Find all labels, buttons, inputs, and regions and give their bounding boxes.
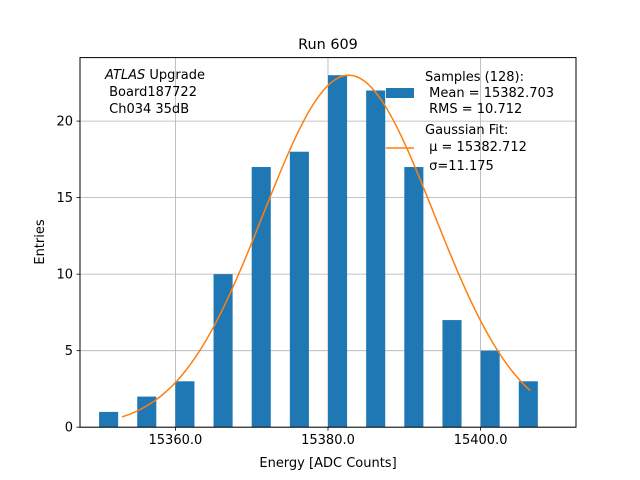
y-tick-label: 0 [65,421,73,436]
histogram-bar [175,381,195,428]
histogram-bar [404,167,424,428]
annotation-box: ATLAS Upgrade Board187722 Ch034 35dB [104,68,205,117]
legend-fit-label: Gaussian Fit: [425,123,508,138]
x-axis-ticks: 15360.0 15380.0 15400.0 [149,427,508,448]
annotation-upgrade: Upgrade [145,68,205,83]
annotation-channel: Ch034 35dB [105,102,189,117]
annotation-title: ATLAS Upgrade [104,68,205,83]
histogram-bar [480,350,500,428]
y-tick-label: 5 [65,344,73,359]
legend-samples-handle [386,88,414,98]
gaussian-fit [121,74,531,418]
legend-fit-mu: μ = 15382.712 [425,140,527,155]
histogram-bar [137,396,157,428]
histogram-bar [328,75,348,428]
histogram-bar [213,274,233,428]
legend-samples-label: Samples (128): [425,70,524,85]
histogram-bar [442,320,462,428]
x-tick-label: 15380.0 [301,433,355,448]
histogram-bar [289,151,309,428]
histogram-bar [251,167,271,428]
y-tick-label: 10 [56,268,73,283]
y-tick-label: 15 [56,191,73,206]
x-tick-label: 15360.0 [149,433,203,448]
x-axis-label: Energy [ADC Counts] [259,456,396,471]
annotation-atlas: ATLAS [104,68,145,83]
y-axis-label: Entries [33,219,48,265]
annotation-board: Board187722 [105,85,197,100]
y-tick-label: 20 [56,115,73,130]
y-axis-ticks: 0 5 10 15 20 [56,115,80,436]
legend-samples-rms: RMS = 10.712 [425,102,522,117]
x-tick-label: 15400.0 [454,433,508,448]
legend-fit-sigma: σ=11.175 [425,159,494,174]
histogram-bar [518,381,538,428]
histogram-bars [99,75,538,428]
histogram-bar [366,90,386,428]
histogram-bar [99,411,119,428]
fit-curve [121,74,531,418]
chart-title: Run 609 [298,37,358,53]
legend-samples-mean: Mean = 15382.703 [425,86,554,101]
legend: Samples (128): Mean = 15382.703 RMS = 10… [386,70,554,174]
